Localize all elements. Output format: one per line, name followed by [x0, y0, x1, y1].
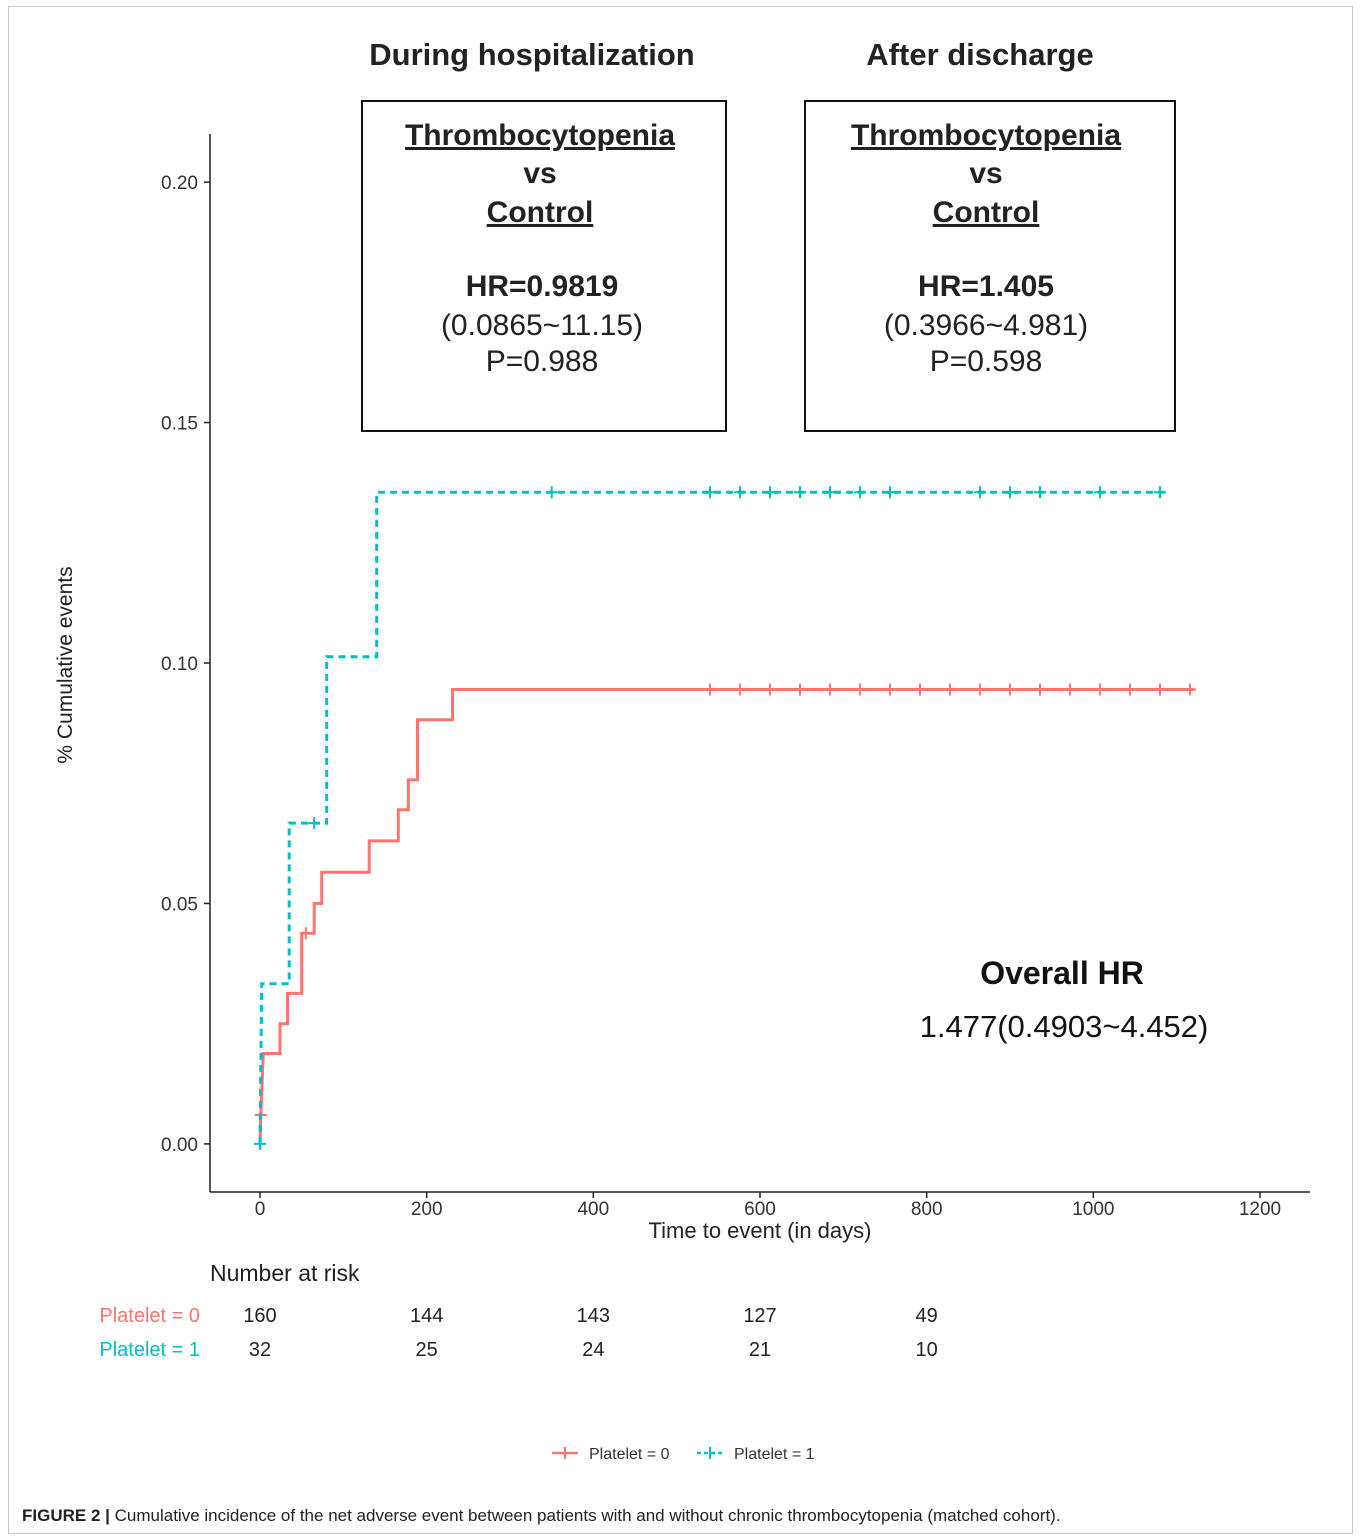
x-tick-label: 800: [911, 1199, 943, 1220]
censor-mark: [824, 683, 836, 696]
y-axis-label: % Cumulative events: [54, 566, 77, 763]
censor-mark: [824, 486, 836, 499]
censor-mark: [974, 486, 986, 499]
risk-count: 32: [249, 1339, 271, 1361]
y-tick-label: 0.00: [161, 1135, 198, 1156]
caption-label: FIGURE 2 |: [22, 1506, 110, 1525]
y-ticks: 0.00 0.05 0.10 0.15 0.20: [161, 173, 210, 1156]
censor-mark: [854, 486, 866, 499]
censor-mark: [308, 817, 321, 830]
km-curve-series-1: [258, 490, 1165, 1144]
censor-mark: [1154, 486, 1166, 499]
censor-mark: [704, 683, 716, 696]
risk-count: 10: [916, 1339, 938, 1361]
hr-box-after-border: [804, 100, 1176, 432]
x-tick-label: 1000: [1072, 1199, 1114, 1220]
y-tick-label: 0.20: [161, 173, 198, 194]
risk-row-label: Platelet = 1: [99, 1339, 200, 1361]
censor-mark: [1034, 683, 1046, 696]
box-during-line3: Control: [487, 196, 594, 229]
censor-mark: [704, 486, 716, 499]
box-after-hr: HR=1.405: [918, 270, 1054, 303]
x-tick-label: 200: [411, 1199, 443, 1220]
x-tick-label: 1200: [1239, 1199, 1281, 1220]
censor-mark: [764, 683, 776, 696]
censor-mark: [1094, 486, 1106, 499]
hr-box-after: Thrombocytopenia vs Control HR=1.405 (0.…: [804, 100, 1176, 432]
censor-mark: [1064, 683, 1076, 696]
censor-mark: [254, 1137, 266, 1150]
figure-frame: [8, 6, 1353, 1534]
risk-count: 21: [749, 1339, 771, 1361]
box-after-line1: Thrombocytopenia: [851, 119, 1121, 152]
risk-table-title: Number at risk: [210, 1260, 360, 1286]
censor-mark: [1184, 683, 1196, 696]
box-after-line3: Control: [933, 196, 1040, 229]
box-during-ci: (0.0865~11.15): [441, 309, 643, 342]
overall-hr-title: Overall HR: [980, 955, 1144, 991]
censor-mark: [1034, 486, 1046, 499]
box-during-p: P=0.988: [486, 345, 599, 378]
censor-mark: [1154, 683, 1166, 696]
risk-count: 143: [577, 1305, 610, 1327]
y-tick-label: 0.05: [161, 894, 198, 915]
risk-count: 160: [243, 1305, 276, 1327]
y-tick-label: 0.15: [161, 414, 198, 435]
caption-text: Cumulative incidence of the net adverse …: [114, 1506, 1061, 1525]
risk-row-label: Platelet = 0: [99, 1305, 200, 1327]
y-tick-label: 0.10: [161, 654, 198, 675]
censor-mark: [1094, 683, 1106, 696]
legend-label: Platelet = 1: [734, 1446, 815, 1463]
risk-table: Platelet = 0 160 144 143 127 49 Platelet = 1 32…: [99, 1305, 937, 1361]
x-axis-label: Time to event (in days): [649, 1218, 872, 1243]
risk-count: 127: [743, 1305, 776, 1327]
box-during-line2: vs: [523, 157, 556, 190]
hr-box-during: Thrombocytopenia vs Control HR=0.9819 (0…: [361, 100, 727, 432]
risk-count: 49: [916, 1305, 938, 1327]
overall-hr-value: 1.477(0.4903~4.452): [920, 1009, 1209, 1044]
censor-mark: [794, 683, 806, 696]
censor-mark: [884, 683, 896, 696]
hr-box-during-border: [361, 100, 727, 432]
risk-count: 144: [410, 1305, 443, 1327]
censor-mark: [764, 486, 776, 499]
censor-mark: [944, 683, 956, 696]
during-hospitalization-label: During hospitalization: [369, 37, 695, 72]
censor-mark: [734, 486, 746, 499]
risk-count: 24: [582, 1339, 604, 1361]
box-after-p: P=0.598: [930, 345, 1043, 378]
box-after-ci: (0.3966~4.981): [884, 309, 1088, 342]
censor-mark: [1124, 683, 1136, 696]
box-after-line2: vs: [969, 157, 1002, 190]
x-tick-label: 600: [744, 1199, 776, 1220]
censor-mark: [854, 683, 866, 696]
km-curve-series-0: [258, 688, 1194, 1144]
censor-mark: [794, 486, 806, 499]
censor-mark: [884, 486, 896, 499]
after-discharge-label: After discharge: [866, 37, 1093, 72]
censor-mark: [545, 486, 558, 499]
series-layer: [254, 486, 1196, 1150]
x-tick-label: 0: [255, 1199, 266, 1220]
censor-mark: [974, 683, 986, 696]
legend-label: Platelet = 0: [589, 1446, 670, 1463]
figure-caption: FIGURE 2 | Cumulative incidence of the n…: [22, 1506, 1061, 1526]
censor-mark: [734, 683, 746, 696]
box-during-hr: HR=0.9819: [466, 270, 619, 303]
x-ticks: 0 200 400 600 800 1000 1200: [255, 1192, 1281, 1220]
censor-mark: [914, 683, 926, 696]
risk-count: 25: [416, 1339, 438, 1361]
censor-mark: [1004, 486, 1016, 499]
x-tick-label: 400: [577, 1199, 609, 1220]
legend: Platelet = 0 Platelet = 1: [552, 1446, 815, 1463]
censor-mark: [299, 927, 312, 940]
box-during-line1: Thrombocytopenia: [405, 119, 675, 152]
censor-mark: [1004, 683, 1016, 696]
km-chart: During hospitalization After discharge T…: [54, 37, 1310, 1463]
